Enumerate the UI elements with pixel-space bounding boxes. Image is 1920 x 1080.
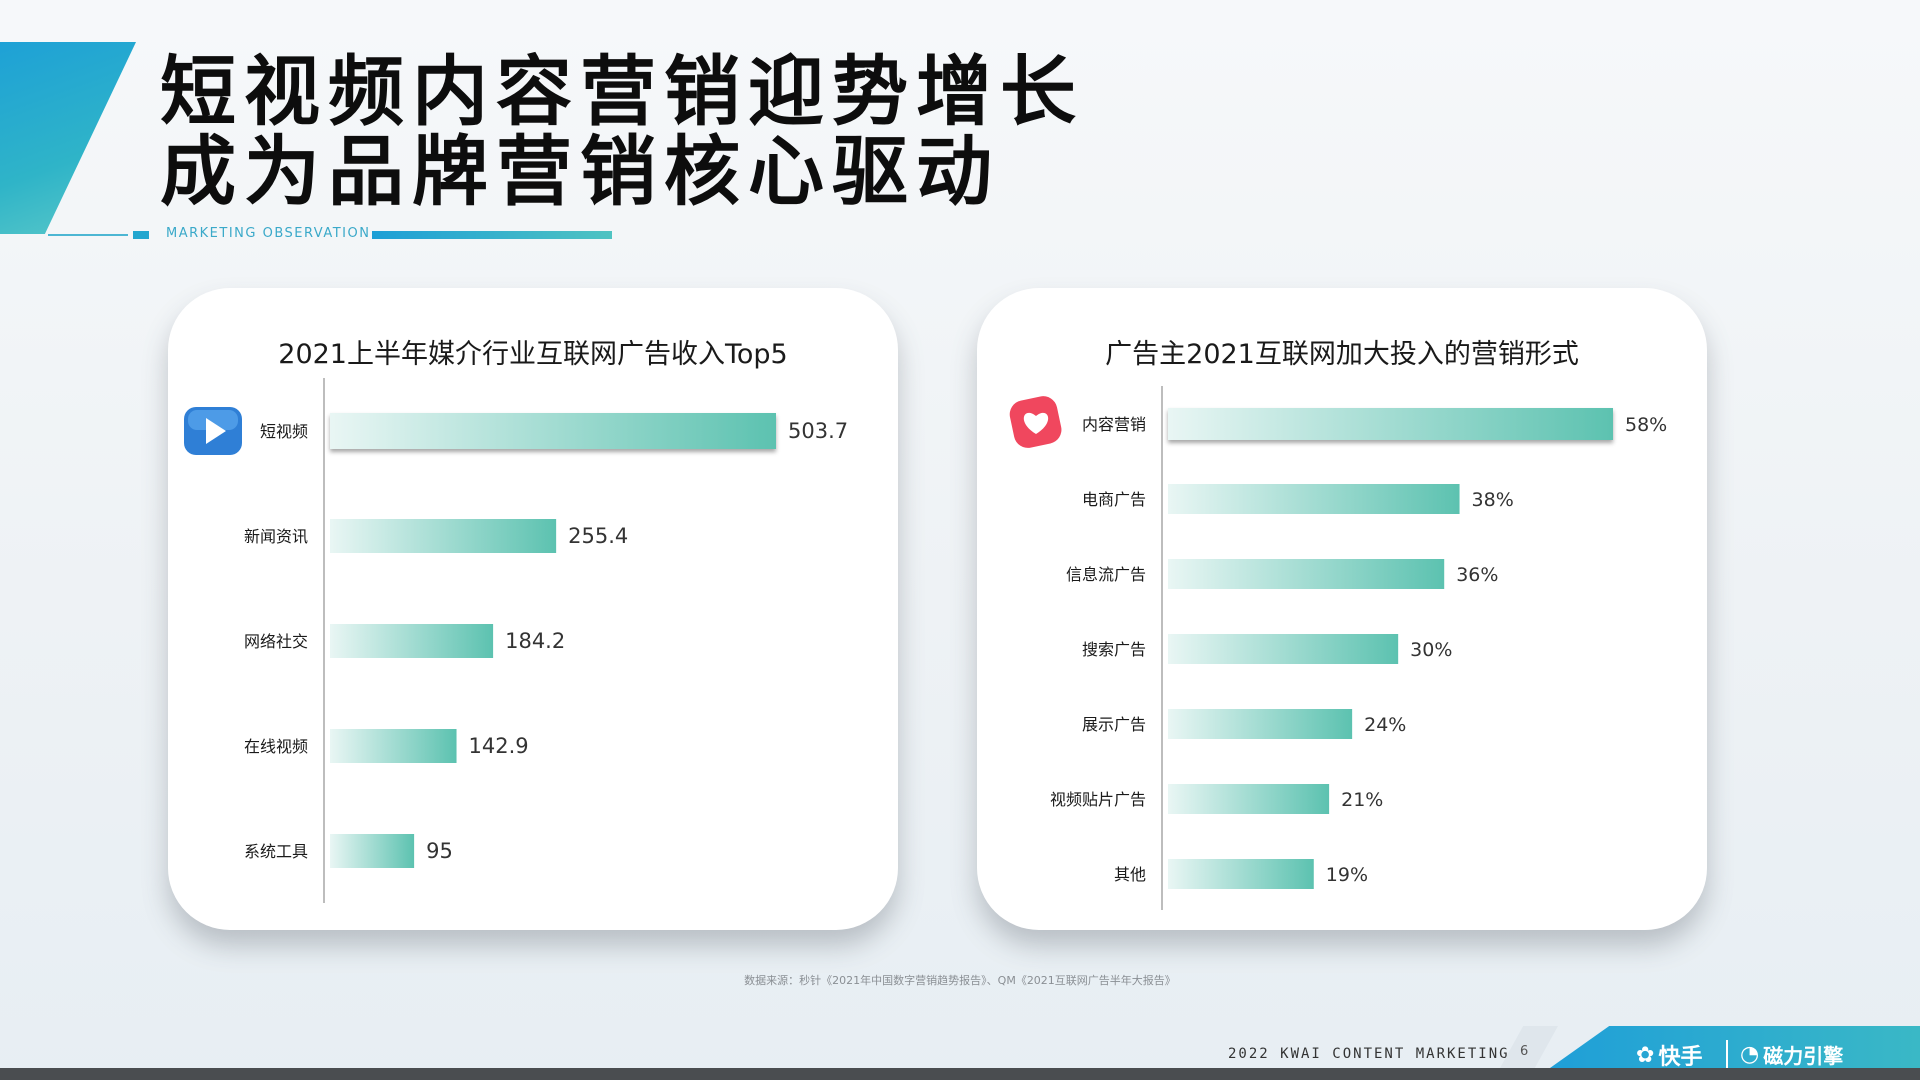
page-title-line-2: 成为品牌营销核心驱动	[160, 127, 1000, 216]
bar-4	[1168, 634, 1399, 664]
bar-3	[330, 624, 494, 658]
category-label: 在线视频	[244, 737, 308, 756]
data-label: 30%	[1410, 639, 1452, 661]
bar-1	[330, 413, 776, 449]
data-source-footnote: 数据来源：秒针《2021年中国数字营销趋势报告》、QM《2021互联网广告半年大…	[744, 974, 1176, 987]
bar-1	[1168, 408, 1613, 440]
bar-5	[330, 834, 415, 868]
section-subtitle: MARKETING OBSERVATION	[166, 226, 371, 241]
bar-7	[1168, 859, 1314, 889]
category-label: 展示广告	[1082, 715, 1146, 734]
bar-5	[1168, 709, 1353, 739]
decorative-slant-block	[0, 42, 136, 234]
category-label: 新闻资讯	[244, 527, 308, 546]
brand-cili: ◔ 磁力引擎	[1740, 1040, 1843, 1069]
subtitle-dash	[133, 231, 149, 239]
chart-card-media-revenue: 2021上半年媒介行业互联网广告收入Top5 短视频 503.7 新闻资讯 255.4…	[168, 288, 898, 930]
data-label: 503.7	[788, 419, 848, 443]
category-label: 其他	[1114, 865, 1146, 884]
page-title-line-1: 短视频内容营销迎势增长	[160, 47, 1084, 136]
category-label: 视频贴片广告	[1050, 790, 1146, 809]
chart-title: 2021上半年媒介行业互联网广告收入Top5	[278, 339, 788, 370]
chart-card-marketing-forms: 广告主2021互联网加大投入的营销形式 内容营销 58% 电商广告 38% 信息流广告 3…	[977, 288, 1707, 930]
category-label: 电商广告	[1082, 490, 1146, 509]
category-label: 搜索广告	[1082, 640, 1146, 659]
category-label: 内容营销	[1082, 415, 1146, 434]
category-label: 网络社交	[244, 632, 308, 651]
bar-2	[330, 519, 557, 553]
subtitle-accent-bar	[372, 231, 612, 239]
bar-6	[1168, 784, 1330, 814]
page-number: 6	[1520, 1044, 1529, 1059]
bar-3	[1168, 559, 1445, 589]
data-label: 24%	[1364, 714, 1406, 736]
brand-kuaishou-label: 快手	[1658, 1045, 1703, 1070]
data-label: 36%	[1456, 564, 1498, 586]
page-title: 短视频内容营销迎势增长 成为品牌营销核心驱动	[160, 47, 1084, 216]
decorative-line	[48, 234, 128, 236]
bar-2	[1168, 484, 1460, 514]
brand-banner	[1550, 1026, 1920, 1068]
brand-cili-label: 磁力引擎	[1763, 1044, 1844, 1068]
bar-chart-media-revenue: 短视频 503.7 新闻资讯 255.4 网络社交 184.2 在线视频 142.9 系统工具 9…	[184, 378, 848, 903]
bar-4	[330, 729, 457, 763]
chart-title: 广告主2021互联网加大投入的营销形式	[1105, 339, 1579, 370]
kuaishou-logo-icon: ✿	[1636, 1042, 1655, 1068]
brand-kuaishou: ✿ 快手	[1636, 1039, 1702, 1071]
bottom-strip	[0, 1068, 1920, 1080]
brand-divider	[1726, 1040, 1728, 1068]
data-label: 95	[426, 839, 453, 863]
data-label: 58%	[1625, 414, 1667, 436]
data-label: 255.4	[568, 524, 628, 548]
data-label: 19%	[1326, 864, 1368, 886]
cili-logo-icon: ◔	[1740, 1042, 1760, 1067]
category-label: 系统工具	[244, 842, 308, 861]
footer-tagline: 2022 KWAI CONTENT MARKETING	[1228, 1046, 1510, 1062]
heart-icon	[1009, 396, 1062, 448]
data-label: 142.9	[469, 734, 529, 758]
play-icon	[184, 407, 242, 455]
data-label: 21%	[1341, 789, 1383, 811]
data-label: 38%	[1472, 489, 1514, 511]
category-label: 信息流广告	[1066, 565, 1146, 584]
data-label: 184.2	[505, 629, 565, 653]
bar-chart-marketing-forms: 内容营销 58% 电商广告 38% 信息流广告 36% 搜索广告 30% 展示广告 24% 视频贴片…	[1009, 386, 1667, 910]
category-label: 短视频	[260, 422, 308, 441]
